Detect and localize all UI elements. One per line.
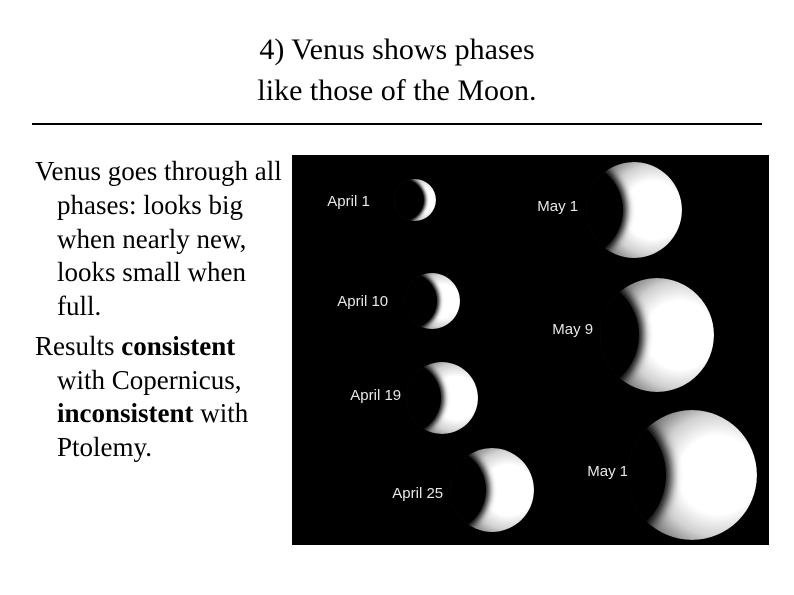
venus-phase [404,273,460,329]
body-p1-text: Venus goes through all phases: looks big… [35,156,282,321]
body-p2-mid: with Copernicus, [57,365,241,395]
phase-label: May 1 [537,198,578,215]
venus-phase [627,410,757,540]
phase-label: April 10 [337,293,388,310]
venus-phase [600,278,714,392]
venus-phase [586,162,682,258]
venus-phase [394,179,436,221]
body-p2-pre: Results [35,331,121,361]
slide-title: 4) Venus shows phases like those of the … [0,0,794,123]
title-underline [32,123,762,125]
body-p2-bold2: inconsistent [57,398,194,428]
body-paragraph-2: Results consistent with Copernicus, inco… [35,330,288,465]
venus-phase [406,362,478,434]
body-text: Venus goes through all phases: looks big… [35,155,288,545]
phase-label: April 19 [350,387,401,404]
venus-phase [450,448,534,532]
content-row: Venus goes through all phases: looks big… [0,155,794,545]
phase-label: May 9 [552,321,593,338]
phase-label: April 25 [392,485,443,502]
venus-phases-figure: April 1 April 10 April 19 April 25 May 1 May … [292,155,769,545]
title-line-1: 4) Venus shows phases [259,33,534,66]
body-p2-bold1: consistent [121,331,235,361]
slide: 4) Venus shows phases like those of the … [0,0,794,595]
title-line-2: like those of the Moon. [257,74,536,107]
body-paragraph-1: Venus goes through all phases: looks big… [35,155,288,324]
phase-label: April 1 [327,193,370,210]
